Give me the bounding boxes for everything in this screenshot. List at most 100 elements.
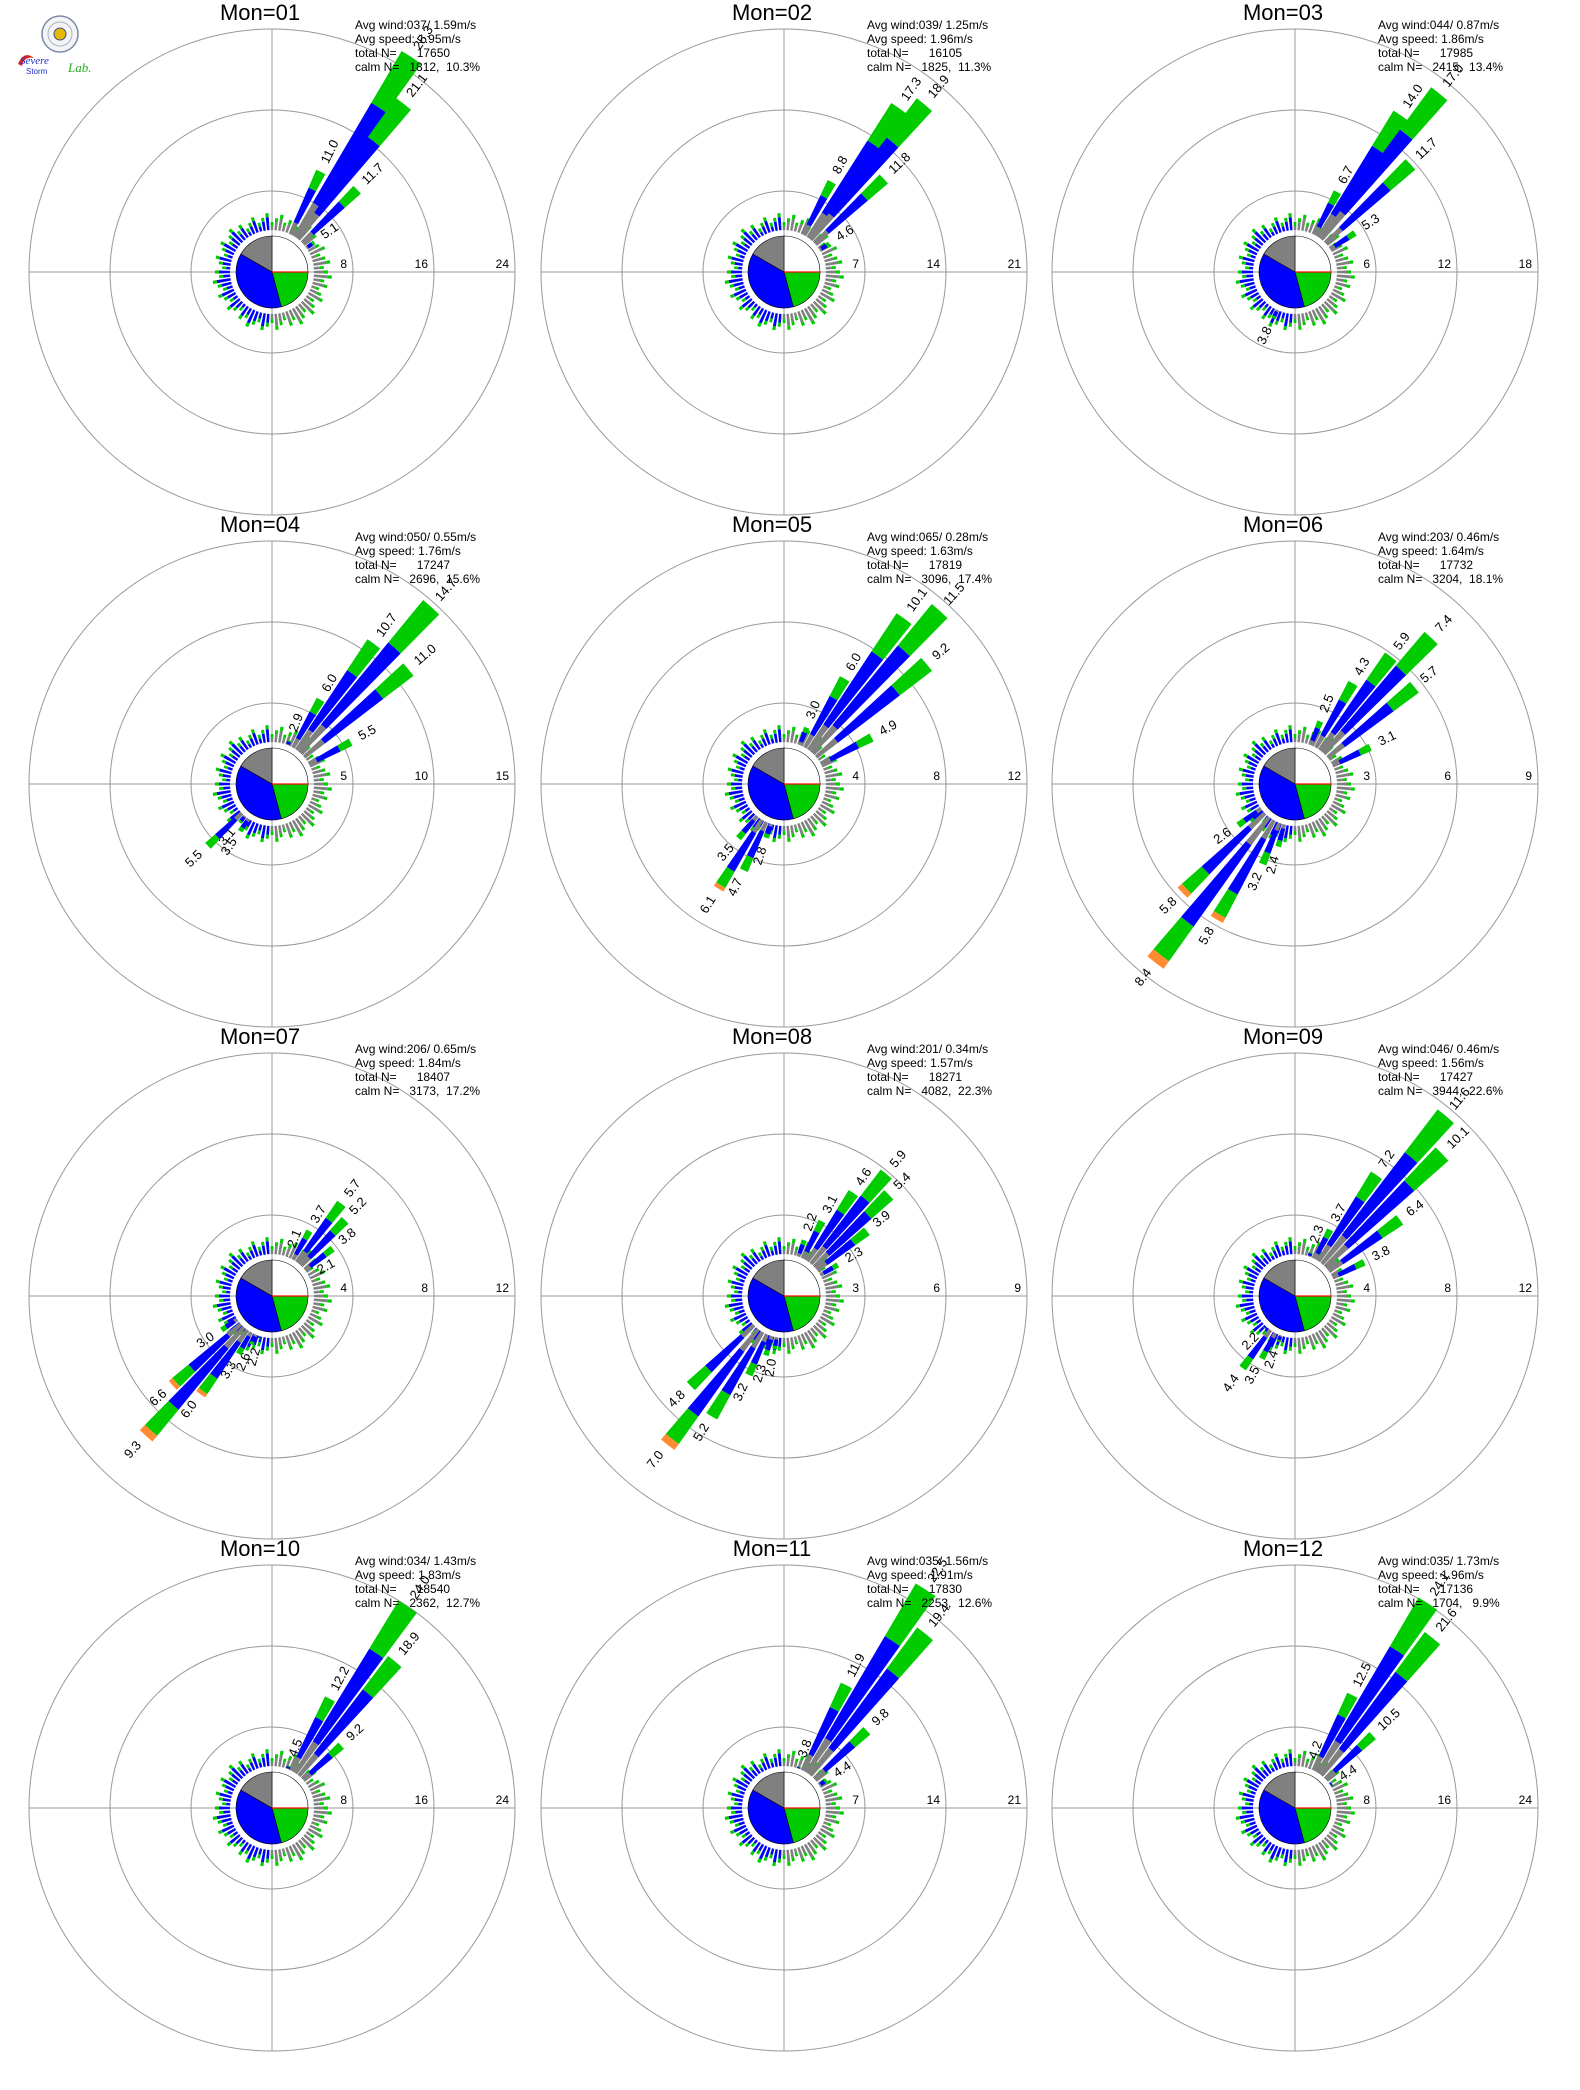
minor-bar-tip bbox=[757, 322, 762, 328]
minor-bar-tip bbox=[314, 798, 320, 803]
sector-value-label: 2.5 bbox=[1316, 692, 1337, 714]
minor-bar-tip bbox=[228, 1264, 234, 1270]
minor-bar-tip bbox=[222, 778, 227, 782]
minor-bar bbox=[274, 222, 278, 231]
sector-bar-blue bbox=[296, 1717, 324, 1760]
minor-bar-tip bbox=[735, 1832, 741, 1837]
minor-bar bbox=[266, 1849, 270, 1859]
sector-bar-blue bbox=[303, 1217, 333, 1254]
ring-label: 15 bbox=[496, 769, 510, 783]
wind-stats: Avg wind:037/ 1.59m/s Avg speed: 1.95m/s t… bbox=[355, 18, 480, 74]
minor-bar-tip bbox=[734, 778, 739, 782]
sector-bar-gray bbox=[802, 224, 811, 236]
minor-bar-tip bbox=[821, 1845, 827, 1851]
sector-bar-gray bbox=[813, 229, 829, 245]
minor-bar-tip bbox=[821, 1333, 827, 1339]
minor-bar bbox=[825, 772, 839, 778]
minor-bar bbox=[815, 298, 824, 306]
minor-bar bbox=[1326, 298, 1335, 306]
sector-bar-green bbox=[302, 1229, 313, 1241]
minor-bar bbox=[1323, 300, 1335, 312]
sector-bar-blue bbox=[765, 1338, 773, 1351]
minor-bar-tip bbox=[839, 275, 844, 279]
stats-avg-wind: Avg wind:203/ 0.46m/s bbox=[1378, 530, 1500, 544]
minor-bar-tip bbox=[1321, 1855, 1327, 1861]
minor-bar-tip bbox=[1259, 742, 1265, 748]
minor-bar bbox=[278, 1754, 283, 1767]
minor-bar-tip bbox=[223, 1320, 229, 1325]
minor-bar-tip bbox=[228, 1770, 234, 1776]
minor-bar-tip bbox=[323, 1806, 329, 1810]
minor-bar bbox=[1289, 313, 1293, 323]
minor-bar bbox=[247, 743, 253, 749]
sector-bar-green bbox=[831, 1262, 840, 1271]
minor-bar bbox=[229, 1834, 241, 1844]
minor-bar bbox=[1246, 786, 1254, 790]
minor-bar-tip bbox=[831, 778, 836, 782]
stats-total: total N= 18540 bbox=[355, 1582, 451, 1596]
wind-rose-chart: 7 14 218.817.3 18.911.84.6 bbox=[540, 28, 1028, 516]
minor-bar bbox=[743, 231, 756, 244]
minor-bar-tip bbox=[813, 1331, 819, 1337]
minor-bar bbox=[1330, 1781, 1339, 1789]
minor-bar bbox=[735, 755, 749, 765]
minor-bar bbox=[231, 231, 244, 244]
minor-bar bbox=[1263, 1251, 1272, 1263]
minor-bar bbox=[225, 1785, 235, 1792]
minor-bar-tip bbox=[1273, 728, 1278, 734]
minor-bar-tip bbox=[288, 1243, 293, 1249]
minor-bar bbox=[252, 1756, 259, 1769]
minor-bar-tip bbox=[794, 1246, 799, 1251]
minor-bar bbox=[240, 227, 249, 239]
minor-bar-tip bbox=[245, 1764, 251, 1769]
sector-bar-green bbox=[829, 676, 850, 701]
minor-bar-tip bbox=[735, 765, 741, 770]
minor-bar bbox=[1335, 257, 1345, 263]
sector-bar-blue bbox=[819, 1779, 826, 1786]
minor-bar-tip bbox=[228, 1252, 234, 1258]
calm-pie-slice bbox=[271, 1259, 309, 1297]
minor-bar bbox=[223, 1298, 231, 1302]
sector-value-label: 5.5 bbox=[182, 847, 205, 870]
minor-bar bbox=[1328, 1831, 1335, 1837]
minor-bar-tip bbox=[270, 318, 274, 323]
minor-bar-tip bbox=[300, 313, 306, 319]
minor-bar bbox=[738, 1821, 745, 1826]
sector-bar-blue bbox=[321, 642, 401, 729]
minor-bar bbox=[1336, 1806, 1347, 1810]
minor-bar bbox=[1242, 256, 1255, 263]
minor-bar-tip bbox=[310, 1327, 316, 1333]
minor-bar bbox=[1335, 769, 1345, 775]
sector-bar-blue bbox=[286, 741, 291, 745]
minor-bar-tip bbox=[1338, 253, 1344, 258]
minor-bar-tip bbox=[250, 728, 255, 734]
minor-bar-tip bbox=[831, 1815, 837, 1819]
sector-bar-gray bbox=[1255, 807, 1263, 814]
stats-calm: calm N= 3173, 17.2% bbox=[355, 1084, 481, 1098]
minor-bar bbox=[743, 1767, 756, 1780]
minor-bar-tip bbox=[800, 219, 805, 225]
minor-bar-tip bbox=[223, 1277, 229, 1282]
minor-bar bbox=[307, 1781, 316, 1789]
minor-bar bbox=[1297, 1337, 1302, 1350]
calm-pie-slice bbox=[1294, 271, 1332, 308]
minor-bar bbox=[773, 1245, 778, 1255]
sector-bar-orange bbox=[1147, 949, 1170, 969]
minor-bar-tip bbox=[301, 1331, 307, 1337]
minor-bar bbox=[313, 1302, 321, 1306]
sector-bar-green bbox=[886, 1627, 934, 1679]
stats-avg-speed: Avg speed: 1.86m/s bbox=[1378, 32, 1484, 46]
sector-bar-blue bbox=[741, 818, 756, 834]
minor-bar bbox=[223, 1810, 231, 1814]
minor-bar-tip bbox=[293, 729, 299, 735]
minor-bar bbox=[1332, 1824, 1341, 1831]
minor-bar-tip bbox=[1293, 734, 1297, 739]
sector-bar-green bbox=[1404, 1147, 1449, 1191]
sector-bar-green bbox=[1356, 1732, 1376, 1751]
minor-bar-tip bbox=[301, 1843, 307, 1849]
sector-bars: 6.714.017.011.75.33.8 bbox=[1254, 61, 1467, 347]
minor-bar bbox=[1250, 254, 1256, 259]
sector-bar-gray bbox=[1316, 213, 1336, 239]
minor-bar-tip bbox=[782, 1342, 786, 1347]
sector-bar-gray bbox=[299, 1255, 311, 1268]
